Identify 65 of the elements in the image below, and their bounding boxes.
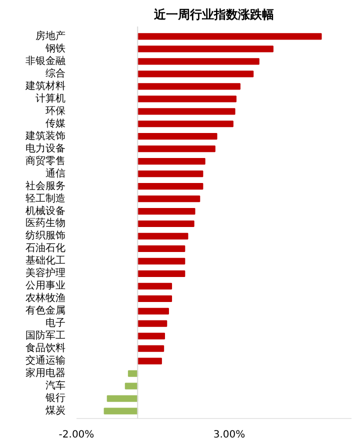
y-tick-label: 环保	[46, 106, 66, 117]
y-tick-label: 轻工制造	[26, 192, 66, 204]
y-tick-label: 社会服务	[26, 180, 66, 192]
bar	[137, 282, 172, 290]
y-tick-label: 电力设备	[26, 142, 66, 154]
bar	[137, 33, 322, 40]
bar	[137, 46, 274, 52]
y-tick-label: 综合	[46, 67, 66, 80]
y-tick-label: 建筑装饰	[24, 130, 66, 142]
y-tick-label: 通信	[46, 167, 66, 180]
bar	[137, 120, 234, 128]
y-tick-label: 公用事业	[26, 280, 66, 292]
bar	[137, 195, 200, 202]
y-tick-label: 计算机	[36, 92, 66, 104]
y-tick-label: 基础化工	[26, 254, 66, 267]
bar	[137, 270, 186, 277]
bar	[137, 308, 169, 314]
bar	[106, 395, 138, 402]
bar	[104, 408, 138, 414]
bar	[137, 320, 168, 327]
y-tick-label: 国防军工	[26, 330, 66, 342]
x-tick-label: 3.00%	[213, 430, 246, 440]
chart-title: 近一周行业指数涨跌幅	[153, 8, 274, 22]
bar	[137, 258, 186, 265]
y-tick-label: 农林牧渔	[26, 292, 66, 304]
y-tick-label: 美容护理	[26, 267, 66, 280]
y-tick-label: 钢铁	[44, 42, 66, 54]
bar	[137, 83, 240, 90]
bar	[137, 295, 172, 302]
bar	[137, 96, 236, 102]
y-tick-label: 医药生物	[26, 217, 66, 230]
bar	[137, 182, 204, 190]
y-tick-label: 房地产	[36, 30, 66, 42]
bar	[137, 170, 204, 178]
y-tick-label: 传媒	[46, 118, 66, 130]
bar	[137, 220, 194, 228]
y-tick-label: 交通运输	[26, 354, 66, 367]
y-tick-label: 建筑材料	[24, 80, 66, 92]
y-tick-label: 纺织服饰	[26, 230, 66, 242]
bar	[137, 108, 236, 115]
bar	[137, 158, 206, 165]
bar	[137, 58, 260, 65]
y-tick-label: 银行	[44, 393, 66, 404]
bar	[137, 232, 188, 240]
y-tick-label: 煤炭	[46, 404, 66, 417]
y-tick-label: 机械设备	[26, 204, 66, 217]
bar	[137, 146, 216, 152]
x-tick-label: -2.00%	[58, 430, 94, 440]
bar	[137, 358, 162, 364]
bar	[128, 370, 138, 377]
y-tick-label: 电子	[46, 317, 66, 330]
bar	[137, 345, 164, 352]
y-tick-label: 家用电器	[26, 367, 66, 380]
bar	[137, 70, 254, 78]
y-tick-label: 商贸零售	[26, 154, 66, 167]
y-tick-label: 非银金融	[26, 54, 66, 67]
bar	[137, 208, 196, 215]
y-tick-label: 汽车	[46, 380, 66, 392]
y-tick-label: 石油石化	[26, 242, 66, 254]
y-tick-label: 有色金属	[26, 304, 66, 317]
bar	[137, 133, 218, 140]
bar	[137, 245, 186, 252]
y-tick-label: 食品饮料	[26, 342, 66, 354]
bar	[137, 332, 165, 340]
bar	[124, 382, 138, 390]
